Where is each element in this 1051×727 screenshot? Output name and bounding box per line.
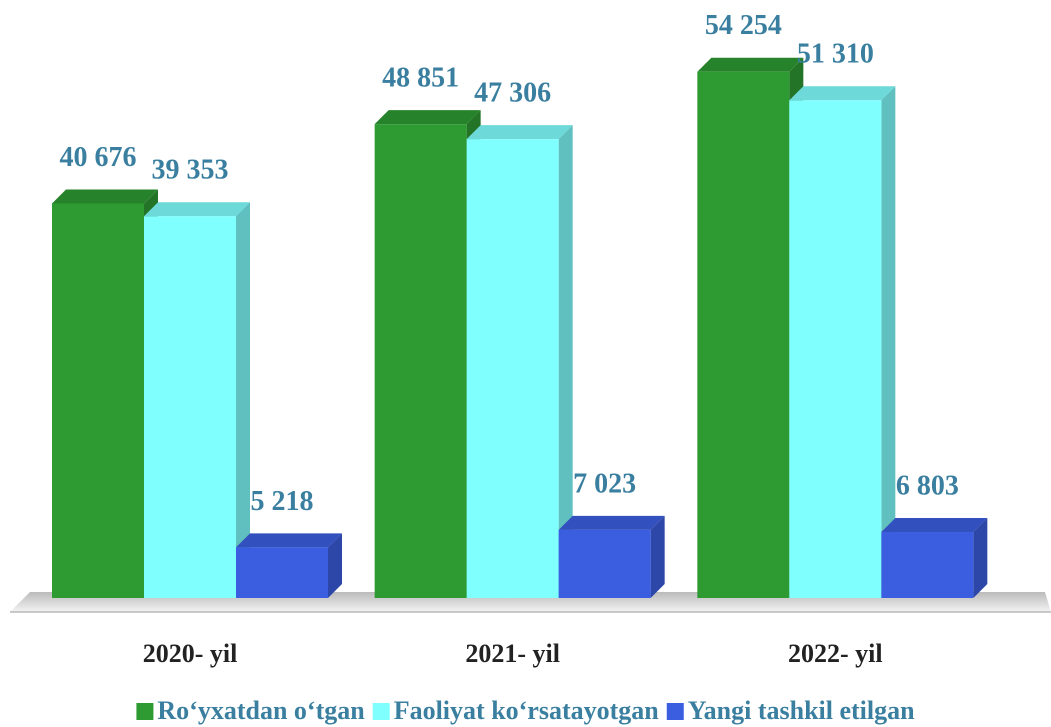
bar-top [789, 86, 896, 101]
bar-side [650, 515, 665, 598]
bar-top [236, 533, 342, 548]
bar [789, 100, 882, 598]
bar-top [697, 57, 804, 72]
value-label: 6 803 [896, 470, 959, 501]
value-label: 47 306 [474, 78, 551, 109]
bar [236, 547, 328, 598]
bar-side [236, 202, 250, 599]
value-label: 39 353 [152, 155, 229, 186]
bar-top [374, 110, 481, 125]
x-tick-label: 2021- yil [465, 639, 560, 668]
bar [558, 529, 651, 598]
bar [52, 203, 144, 598]
bar [466, 139, 559, 598]
value-label: 48 851 [382, 63, 459, 94]
bar-top [558, 515, 665, 530]
legend-swatch [136, 703, 154, 720]
bar [144, 216, 236, 599]
bar-side [328, 533, 342, 598]
value-label: 5 218 [251, 486, 314, 517]
bar-side [973, 518, 988, 598]
legend-label: Yangi tashkil etilgan [688, 696, 915, 725]
legend-label: Ro‘yxatdan o‘tgan [157, 696, 365, 725]
legend-swatch [666, 703, 684, 720]
bar-top [52, 189, 158, 204]
value-label: 54 254 [705, 10, 782, 41]
bar-top [466, 125, 573, 140]
bar-top [144, 202, 250, 217]
bar-side [558, 125, 573, 598]
bar [881, 532, 974, 598]
bar [374, 124, 467, 599]
legend-label: Faoliyat ko‘rsatayotgan [394, 696, 660, 725]
value-label: 51 310 [797, 39, 874, 70]
x-tick-label: 2022- yil [788, 639, 883, 668]
x-tick-label: 2020- yil [143, 639, 238, 668]
value-label: 40 676 [60, 142, 137, 173]
legend-swatch [372, 703, 390, 720]
value-label: 7 023 [573, 468, 636, 499]
bar-side [881, 86, 896, 598]
bar-top [881, 518, 988, 533]
bar [697, 71, 790, 598]
